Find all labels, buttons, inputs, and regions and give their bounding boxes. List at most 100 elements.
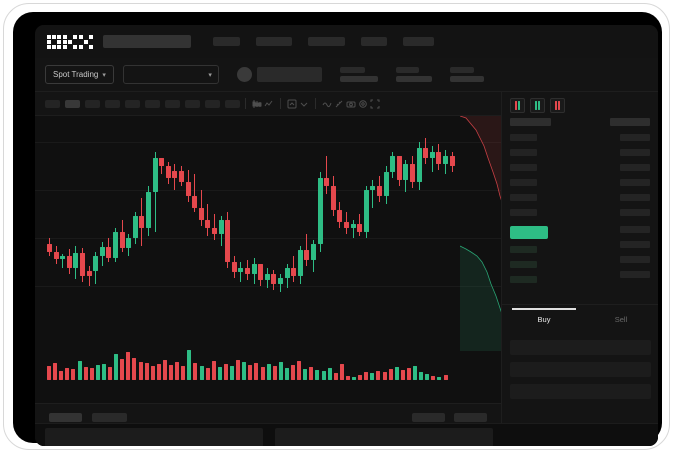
order-price-field[interactable] <box>510 340 651 355</box>
orderbook-ask-row[interactable] <box>510 209 537 216</box>
candlestick-series <box>35 116 501 316</box>
volume-bar <box>211 361 216 380</box>
orderbook-right-row[interactable] <box>620 256 650 263</box>
candlestick-icon[interactable] <box>251 98 263 110</box>
volume-bar <box>187 350 192 380</box>
orderbook-ask-row[interactable] <box>510 149 537 156</box>
orderbook-ask-row[interactable] <box>510 134 537 141</box>
stat-value <box>449 76 484 82</box>
orderbook-right-row[interactable] <box>620 179 650 186</box>
coin-avatar <box>236 67 252 82</box>
tab-sell[interactable]: Sell <box>614 315 628 324</box>
volume-bar <box>114 354 119 380</box>
order-amount-field[interactable] <box>510 362 651 377</box>
nav-item-3[interactable] <box>308 37 345 46</box>
chevron-down-icon: ▾ <box>102 71 106 79</box>
spot-trading-dropdown[interactable]: Spot Trading ▾ <box>45 65 114 84</box>
timeframe-9[interactable] <box>205 99 220 108</box>
volume-bar <box>150 366 155 380</box>
settings-icon[interactable] <box>357 98 369 110</box>
volume-bar <box>406 368 411 380</box>
search-input[interactable] <box>103 35 191 48</box>
price-chart[interactable] <box>35 116 501 403</box>
orderbook-right-row[interactable] <box>620 164 650 171</box>
orderbook-ask-row[interactable] <box>510 164 537 171</box>
volume-bar <box>89 368 94 380</box>
timeframe-1[interactable] <box>45 99 60 108</box>
volume-bar <box>77 361 82 380</box>
tab-buy[interactable]: Buy <box>537 315 551 324</box>
timeframe-2[interactable] <box>65 99 80 108</box>
toolbar-divider <box>245 98 246 109</box>
nav-item-5[interactable] <box>403 37 434 46</box>
timeframe-group <box>45 99 240 108</box>
orderbook-bid-row[interactable] <box>510 276 537 283</box>
gridline <box>35 190 501 191</box>
timeframe-4[interactable] <box>105 99 120 108</box>
timeframe-7[interactable] <box>165 99 180 108</box>
orderbook-bids-icon[interactable] <box>530 98 545 113</box>
fullscreen-icon[interactable] <box>369 98 381 110</box>
volume-bar <box>199 366 204 380</box>
stat-value <box>339 76 378 82</box>
ruler-icon[interactable] <box>333 98 345 110</box>
logo-letter-x <box>79 34 93 49</box>
tab-order-history[interactable] <box>92 413 127 422</box>
trendline-icon[interactable] <box>321 98 333 110</box>
camera-icon[interactable] <box>345 98 357 110</box>
volume-bar <box>309 367 314 380</box>
orderbook-rows[interactable] <box>502 118 658 318</box>
timeframe-6[interactable] <box>145 99 160 108</box>
orderbook-right-row[interactable] <box>620 134 650 141</box>
orderbook-ask-row[interactable] <box>510 194 537 201</box>
orderbook-right-row[interactable] <box>620 149 650 156</box>
timeframe-10[interactable] <box>225 99 240 108</box>
nav-item-4[interactable] <box>361 37 387 46</box>
volume-bar <box>193 363 198 380</box>
orders-action-2[interactable] <box>454 413 487 422</box>
chevron-down-icon: ▾ <box>208 71 212 79</box>
volume-series <box>35 338 501 380</box>
volume-bar <box>345 376 350 380</box>
volume-bar <box>248 365 253 380</box>
trading-pair-dropdown[interactable]: ▾ <box>122 65 219 84</box>
volume-bar <box>175 362 180 380</box>
timeframe-3[interactable] <box>85 99 100 108</box>
line-chart-icon[interactable] <box>263 98 275 110</box>
tab-open-orders[interactable] <box>49 413 82 422</box>
volume-bar <box>230 366 234 380</box>
nav-item-1[interactable] <box>213 37 240 46</box>
orderbook-spread-highlight <box>510 226 548 239</box>
volume-bar <box>297 361 302 380</box>
volume-bar <box>266 364 271 380</box>
okx-logo[interactable] <box>47 34 93 49</box>
volume-bar <box>126 352 131 380</box>
bottom-panel-2[interactable] <box>275 428 493 446</box>
app-header <box>35 25 658 58</box>
orderbook-right-row[interactable] <box>620 194 650 201</box>
orderbook-both-icon[interactable] <box>510 98 525 113</box>
volume-bar <box>364 372 369 380</box>
volume-bar <box>236 360 241 380</box>
indicator-icon[interactable] <box>286 98 298 110</box>
orderbook-right-row[interactable] <box>620 271 650 278</box>
chevron-down-icon[interactable] <box>298 98 310 110</box>
volume-bar <box>205 368 210 380</box>
orderbook-bid-row[interactable] <box>510 246 537 253</box>
volume-bar <box>358 375 363 380</box>
stat-block-1 <box>339 67 378 82</box>
orderbook-right-row[interactable] <box>620 209 650 216</box>
orderbook-ask-row[interactable] <box>510 179 537 186</box>
orderbook-col-header-right <box>610 118 650 126</box>
orderbook-right-row[interactable] <box>620 226 650 233</box>
timeframe-5[interactable] <box>125 99 140 108</box>
orderbook-right-row[interactable] <box>620 241 650 248</box>
timeframe-8[interactable] <box>185 99 200 108</box>
orderbook-bid-row[interactable] <box>510 261 537 268</box>
spot-trading-label: Spot Trading <box>53 70 99 79</box>
order-total-field[interactable] <box>510 384 651 399</box>
orderbook-asks-icon[interactable] <box>550 98 565 113</box>
orders-action-1[interactable] <box>412 413 445 422</box>
bottom-panel-1[interactable] <box>45 428 263 446</box>
nav-item-2[interactable] <box>256 37 292 46</box>
